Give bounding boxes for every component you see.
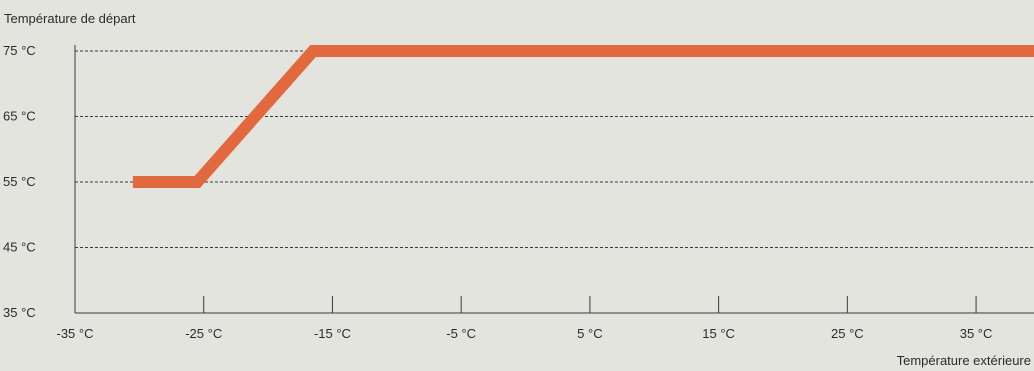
x-tick-label: 15 °C [702,326,735,341]
y-tick-label: 65 °C [3,109,36,124]
y-tick-label: 45 °C [3,240,36,255]
tick-labels: 75 °C 65 °C 55 °C 45 °C 35 °C -35 °C -25 °C -15… [3,43,992,341]
y-tick-label: 75 °C [3,43,36,58]
x-tick-label: -25 °C [185,326,222,341]
x-tick-label: -5 °C [446,326,476,341]
series-layer [132,45,1034,188]
x-tick-label: 35 °C [960,326,993,341]
y-axis-title: Température de départ [4,11,136,26]
x-tick-label: 25 °C [831,326,864,341]
x-tick-label: -15 °C [314,326,351,341]
y-tick-label: 55 °C [3,174,36,189]
x-tick-label: -35 °C [57,326,94,341]
series-line-0 [132,45,1034,188]
x-axis-title: Température extérieure [897,353,1031,368]
x-tick-label: 5 °C [577,326,602,341]
y-tick-label: 35 °C [3,305,36,320]
axes [74,45,1034,314]
